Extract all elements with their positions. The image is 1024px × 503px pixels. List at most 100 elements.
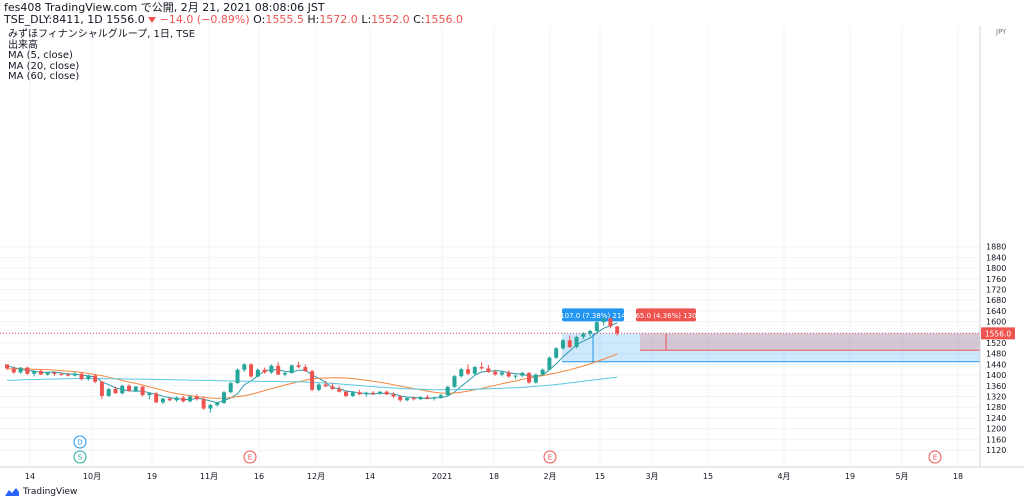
candle-body[interactable] xyxy=(513,375,518,377)
candle-body[interactable] xyxy=(32,371,37,374)
candle-body[interactable] xyxy=(364,392,369,395)
long-position-zone[interactable] xyxy=(562,333,980,362)
candle-body[interactable] xyxy=(377,391,382,394)
candle-body[interactable] xyxy=(350,392,355,396)
candle-body[interactable] xyxy=(547,357,552,370)
candle-body[interactable] xyxy=(540,369,545,375)
candle-body[interactable] xyxy=(601,318,606,323)
candle-body[interactable] xyxy=(581,333,586,337)
candle-body[interactable] xyxy=(594,322,599,331)
event-marker[interactable] xyxy=(243,450,257,464)
candle-body[interactable] xyxy=(574,336,579,348)
candle-body[interactable] xyxy=(384,391,389,395)
candle-body[interactable] xyxy=(310,371,315,390)
candle-body[interactable] xyxy=(235,369,240,384)
price-axis[interactable]: 1120116012001240128013201360140014401480… xyxy=(981,28,1015,455)
candle-body[interactable] xyxy=(255,369,260,377)
candle-body[interactable] xyxy=(38,371,43,375)
candle-body[interactable] xyxy=(242,364,247,370)
candle-body[interactable] xyxy=(72,373,77,376)
event-marker[interactable] xyxy=(543,450,557,464)
candle-body[interactable] xyxy=(344,391,348,396)
candle-body[interactable] xyxy=(276,365,281,375)
candle-body[interactable] xyxy=(194,396,199,400)
candle-body[interactable] xyxy=(282,372,287,375)
candle-body[interactable] xyxy=(208,405,213,409)
candle-body[interactable] xyxy=(452,376,457,387)
candle-body[interactable] xyxy=(160,398,165,403)
candle-body[interactable] xyxy=(445,386,450,396)
candle-body[interactable] xyxy=(418,397,423,400)
candle-body[interactable] xyxy=(527,372,532,383)
candle-body[interactable] xyxy=(588,330,593,334)
candle-body[interactable] xyxy=(113,389,118,394)
candle-body[interactable] xyxy=(52,372,57,375)
candle-body[interactable] xyxy=(215,402,220,406)
candle-body[interactable] xyxy=(147,393,152,396)
candle-body[interactable] xyxy=(425,397,430,399)
candle-body[interactable] xyxy=(533,374,538,383)
candle-body[interactable] xyxy=(99,381,104,396)
candle-body[interactable] xyxy=(432,397,437,399)
candle-body[interactable] xyxy=(499,372,504,375)
candle-body[interactable] xyxy=(93,375,98,382)
candle-body[interactable] xyxy=(59,374,64,376)
event-marker[interactable] xyxy=(73,435,87,449)
candle-body[interactable] xyxy=(106,389,111,396)
candle-body[interactable] xyxy=(296,365,301,368)
candle-body[interactable] xyxy=(398,396,403,401)
candle-body[interactable] xyxy=(316,384,321,390)
time-axis[interactable]: 14 10月 19 11月 16 12月 14 2021 18 2月 15 3月 15 4月 19 5月 18 xyxy=(25,472,963,481)
candle-body[interactable] xyxy=(25,367,30,374)
candle-body[interactable] xyxy=(472,367,477,374)
candle-body[interactable] xyxy=(5,364,9,369)
short-position-zone[interactable] xyxy=(640,333,980,351)
candle-body[interactable] xyxy=(127,385,132,391)
candle-body[interactable] xyxy=(405,398,410,401)
event-marker[interactable] xyxy=(928,450,942,464)
candle-body[interactable] xyxy=(120,385,125,394)
candle-body[interactable] xyxy=(337,389,342,392)
candle-body[interactable] xyxy=(228,383,233,393)
candles[interactable] xyxy=(5,317,620,413)
brand-footer[interactable]: TradingView xyxy=(4,487,77,497)
candle-body[interactable] xyxy=(493,371,498,375)
candle-body[interactable] xyxy=(11,368,16,373)
candle-body[interactable] xyxy=(181,397,186,402)
short-position-label-box[interactable] xyxy=(636,308,696,322)
long-position-label-box[interactable] xyxy=(562,308,624,322)
candle-body[interactable] xyxy=(86,375,91,380)
candle-body[interactable] xyxy=(140,386,145,396)
candle-body[interactable] xyxy=(323,384,328,387)
candle-body[interactable] xyxy=(371,392,376,394)
candle-body[interactable] xyxy=(133,386,138,391)
candle-body[interactable] xyxy=(174,397,179,401)
event-markers[interactable]: DS E E E xyxy=(73,435,942,464)
candle-body[interactable] xyxy=(567,340,572,348)
candle-body[interactable] xyxy=(438,395,443,398)
candle-body[interactable] xyxy=(303,367,308,372)
candle-body[interactable] xyxy=(466,369,471,374)
candle-body[interactable] xyxy=(330,386,335,390)
candle-body[interactable] xyxy=(608,318,613,327)
candle-body[interactable] xyxy=(560,340,565,349)
candle-body[interactable] xyxy=(18,367,23,373)
position-tools[interactable]: 107.0 (7.38%) 214 65.0 (4.36%) 130 xyxy=(0,308,980,363)
candle-body[interactable] xyxy=(520,372,525,376)
candle-body[interactable] xyxy=(201,399,206,409)
candle-body[interactable] xyxy=(262,369,267,373)
candle-body[interactable] xyxy=(66,374,71,376)
candle-body[interactable] xyxy=(615,326,620,334)
price-chart[interactable]: 107.0 (7.38%) 214 65.0 (4.36%) 130 DS E E E … xyxy=(0,26,1024,486)
candle-body[interactable] xyxy=(221,392,226,403)
candle-body[interactable] xyxy=(45,372,50,375)
candle-body[interactable] xyxy=(411,398,416,400)
candle-body[interactable] xyxy=(249,364,254,377)
candle-body[interactable] xyxy=(554,348,559,358)
candle-body[interactable] xyxy=(188,396,193,402)
event-marker[interactable] xyxy=(73,450,87,464)
candle-body[interactable] xyxy=(391,394,396,397)
candle-body[interactable] xyxy=(289,365,294,373)
candle-body[interactable] xyxy=(459,369,464,377)
candle-body[interactable] xyxy=(479,367,484,369)
